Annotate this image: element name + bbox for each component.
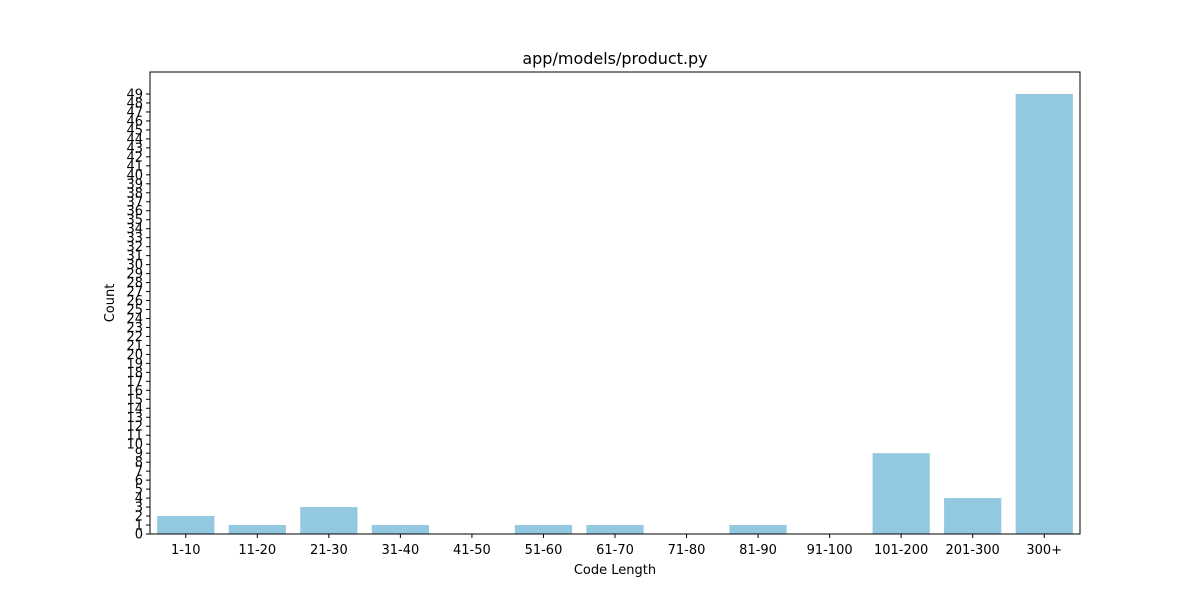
x-tick-label: 201-300 (946, 543, 1000, 558)
bar-21-30 (300, 507, 358, 534)
y-tick-label: 16 (126, 384, 143, 399)
y-tick-label: 13 (126, 411, 143, 426)
y-tick-label: 37 (126, 195, 143, 210)
y-tick-label: 0 (135, 528, 143, 543)
y-tick-label: 48 (126, 96, 143, 111)
y-tick-label: 39 (126, 177, 143, 192)
y-axis-ticks: 0123456789101112131415161718192021222324… (126, 88, 150, 543)
y-tick-label: 32 (126, 240, 143, 255)
y-tick-label: 10 (126, 438, 143, 453)
y-tick-label: 49 (126, 88, 143, 103)
y-tick-label: 26 (126, 294, 143, 309)
y-tick-label: 20 (126, 348, 143, 363)
bar-11-20 (228, 525, 286, 534)
y-tick-label: 43 (126, 141, 143, 156)
x-tick-label: 51-60 (525, 543, 563, 558)
bar-101-200 (872, 453, 930, 534)
bar-201-300 (944, 498, 1002, 534)
plot-frame (149, 71, 1081, 535)
y-tick-label: 14 (126, 402, 143, 417)
y-tick-label: 9 (135, 447, 143, 462)
y-axis-label: Count (103, 284, 118, 323)
bar-1-10 (157, 516, 215, 534)
x-tick-label: 1-10 (171, 543, 201, 558)
y-tick-label: 31 (126, 249, 143, 264)
bar-300+ (1015, 94, 1073, 534)
y-tick-label: 3 (135, 501, 143, 516)
y-tick-label: 44 (126, 132, 143, 147)
y-tick-label: 47 (126, 105, 143, 120)
x-tick-label: 101-200 (874, 543, 928, 558)
y-tick-label: 2 (135, 510, 143, 525)
bar-61-70 (586, 525, 644, 534)
y-tick-label: 1 (135, 519, 143, 534)
x-tick-label: 21-30 (310, 543, 348, 558)
y-tick-label: 28 (126, 276, 143, 291)
y-tick-label: 46 (126, 114, 143, 129)
y-tick-label: 5 (135, 483, 143, 498)
chart-title: app/models/product.py (522, 49, 707, 68)
x-tick-label: 91-100 (807, 543, 853, 558)
y-tick-label: 23 (126, 321, 143, 336)
x-axis-label: Code Length (574, 563, 656, 578)
bar-51-60 (514, 525, 573, 534)
y-tick-label: 8 (135, 456, 143, 471)
y-tick-label: 19 (126, 357, 143, 372)
y-tick-label: 18 (126, 366, 143, 381)
y-tick-label: 29 (126, 267, 143, 282)
y-tick-label: 24 (126, 312, 143, 327)
y-tick-label: 11 (126, 429, 143, 444)
bars-layer (157, 94, 1073, 534)
y-tick-label: 33 (126, 231, 143, 246)
bar-81-90 (729, 525, 787, 534)
x-tick-label: 300+ (1026, 543, 1062, 558)
x-axis-ticks: 1-10 11-20 21-30 31-40 41-50 51-60 61-70 71-80 8… (171, 534, 1062, 558)
x-tick-label: 41-50 (453, 543, 491, 558)
y-tick-label: 4 (135, 492, 143, 507)
y-tick-label: 6 (135, 474, 143, 489)
y-tick-label: 36 (126, 204, 143, 219)
y-tick-label: 22 (126, 330, 143, 345)
y-tick-label: 40 (126, 168, 143, 183)
y-tick-label: 21 (126, 339, 143, 354)
x-tick-label: 71-80 (668, 543, 706, 558)
y-tick-label: 25 (126, 303, 143, 318)
y-tick-label: 30 (126, 258, 143, 273)
x-tick-label: 11-20 (238, 543, 276, 558)
y-tick-label: 15 (126, 393, 143, 408)
y-tick-label: 45 (126, 123, 143, 138)
x-tick-label: 61-70 (596, 543, 634, 558)
bar-31-40 (371, 525, 429, 534)
x-tick-label: 31-40 (381, 543, 419, 558)
y-tick-label: 27 (126, 285, 143, 300)
y-tick-label: 12 (126, 420, 143, 435)
x-tick-label: 81-90 (739, 543, 777, 558)
y-tick-label: 35 (126, 213, 143, 228)
y-tick-label: 41 (126, 159, 143, 174)
y-tick-label: 17 (126, 375, 143, 390)
y-tick-label: 38 (126, 186, 143, 201)
y-tick-label: 42 (126, 150, 143, 165)
y-tick-label: 34 (126, 222, 143, 237)
y-tick-label: 7 (135, 465, 143, 480)
